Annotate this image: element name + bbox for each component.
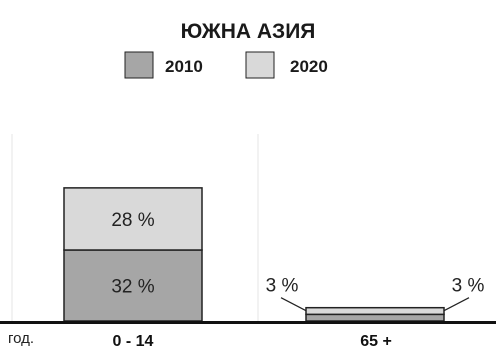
- legend: 2010 2020: [124, 51, 328, 79]
- legend-label-2020: 2020: [290, 57, 328, 76]
- chart-title: ЮЖНА АЗИЯ: [181, 20, 316, 43]
- bar-65-plus-2020: [305, 306, 445, 316]
- data-label-65-plus-2010: 3 %: [266, 276, 299, 297]
- legend-label-2010: 2010: [165, 57, 203, 76]
- legend-swatch-2020: [245, 51, 275, 79]
- leader-line-65-plus-2010: [280, 297, 307, 312]
- bars: 32 % 28 % 3 % 3 %: [63, 187, 485, 322]
- category-label-65-plus: 65 +: [360, 333, 392, 350]
- data-label-65-plus-2020: 3 %: [452, 276, 485, 297]
- category-label-0-14: 0 - 14: [113, 333, 154, 350]
- data-label-0-14-2020: 28 %: [111, 210, 154, 231]
- legend-swatch-2010: [124, 51, 154, 79]
- bar-0-14-2020: [63, 187, 203, 251]
- x-unit-label: год.: [8, 330, 34, 347]
- data-label-0-14-2010: 32 %: [111, 277, 154, 298]
- leader-line-65-plus-2020: [443, 297, 470, 312]
- bar-0-14-2010: [63, 249, 203, 322]
- bar-65-plus-2010: [305, 313, 445, 322]
